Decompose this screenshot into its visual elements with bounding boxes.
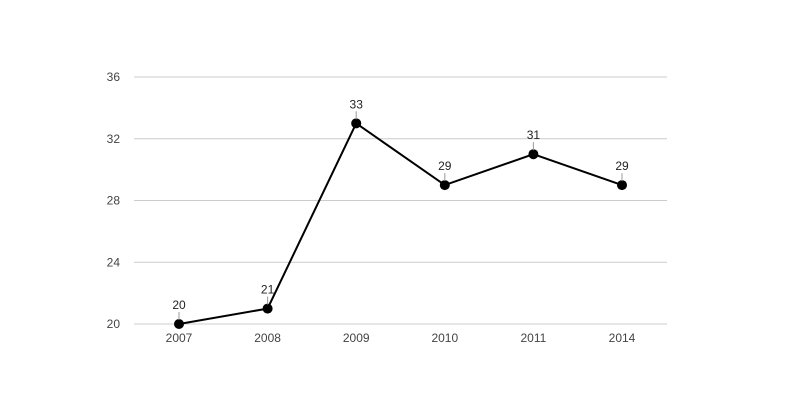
data-point (439, 180, 450, 191)
x-tick-label: 2009 (343, 331, 370, 345)
series-layer (178, 121, 623, 325)
y-tick-label: 32 (107, 132, 121, 146)
series-line (178, 121, 623, 325)
data-label: 20 (172, 298, 186, 312)
grid-layer (134, 76, 667, 325)
points-layer (174, 118, 627, 329)
y-tick-label: 36 (107, 70, 121, 84)
x-tick-label: 2011 (520, 331, 546, 345)
data-point (351, 118, 362, 129)
x-tick-label: 2014 (609, 331, 636, 345)
data-point (262, 303, 273, 314)
data-label: 31 (527, 128, 541, 142)
x-tick-label: 2008 (254, 331, 281, 345)
data-label: 21 (261, 283, 275, 297)
y-tick-label: 28 (107, 194, 121, 208)
axis-layer: 20 24 28 32 36 2007 2008 2009 2010 2011 2014 (107, 70, 636, 345)
data-label: 29 (615, 159, 629, 173)
data-label: 33 (350, 97, 364, 111)
data-point (528, 149, 539, 160)
x-tick-label: 2007 (166, 331, 193, 345)
data-label: 29 (438, 159, 452, 173)
data-point (174, 319, 184, 329)
x-tick-label: 2010 (431, 331, 458, 345)
data-point (617, 180, 627, 191)
y-tick-label: 24 (107, 255, 121, 269)
data-labels-layer: 20 21 33 29 31 29 (172, 97, 629, 320)
y-tick-label: 20 (107, 317, 121, 331)
